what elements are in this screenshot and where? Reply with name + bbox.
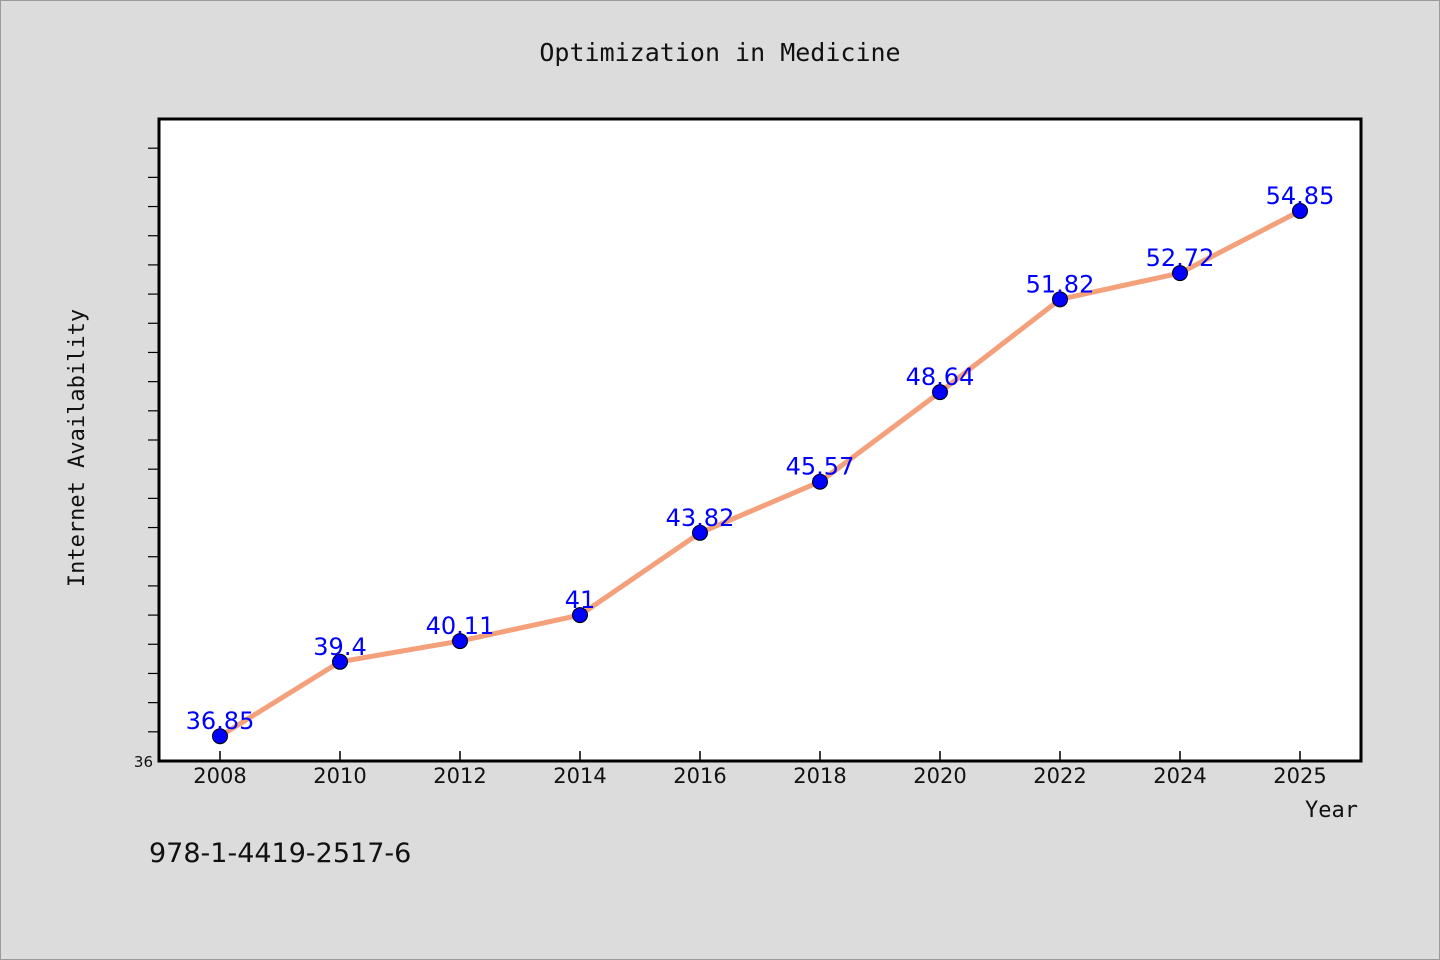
- x-tick-label: 2022: [1033, 764, 1086, 788]
- data-point: [1172, 265, 1188, 282]
- plot-area: [157, 117, 1363, 763]
- data-label: 52.72: [1146, 244, 1215, 272]
- data-label: 54.85: [1266, 182, 1335, 210]
- data-label: 36.85: [186, 707, 255, 735]
- data-label: 41: [565, 586, 596, 614]
- data-point: [692, 524, 708, 541]
- data-label: 43.82: [666, 504, 735, 532]
- x-tick-label: 2014: [553, 764, 606, 788]
- x-tick-label: 2008: [193, 764, 246, 788]
- data-label: 48.64: [906, 363, 975, 391]
- data-point: [452, 633, 468, 650]
- x-axis-label: Year: [1305, 798, 1358, 823]
- x-tick-label: 2025: [1273, 764, 1326, 788]
- series-line: [218, 208, 1302, 739]
- y-axis-ticks: 36: [134, 147, 159, 771]
- data-label: 39.4: [313, 633, 366, 661]
- data-label: 51.82: [1026, 270, 1095, 298]
- data-point: [1292, 202, 1308, 219]
- data-point: [812, 473, 828, 490]
- x-tick-label: 2016: [673, 764, 726, 788]
- data-point: [1052, 291, 1068, 308]
- data-label: 40.11: [426, 612, 495, 640]
- data-point: [572, 607, 588, 624]
- x-axis-ticks: 2008 2010 2012 2014 2016 2018 2020 2022 2024 2025: [193, 751, 1327, 788]
- data-point: [212, 728, 228, 745]
- x-tick-label: 2018: [793, 764, 846, 788]
- x-tick-label: 2012: [433, 764, 486, 788]
- data-point: [932, 384, 948, 401]
- series-layer: 36.85 39.4 40.11 41 43.82 45.57 48.64 51.82 52.7…: [186, 182, 1335, 745]
- x-tick-label: 2020: [913, 764, 966, 788]
- isbn-text: 978-1-4419-2517-6: [149, 838, 411, 869]
- data-label: 45.57: [786, 453, 855, 481]
- y-tick-label: 36: [134, 753, 153, 771]
- x-tick-label: 2024: [1153, 764, 1206, 788]
- data-point: [332, 653, 348, 670]
- y-axis-label: Internet Availability: [65, 309, 90, 587]
- chart-title: Optimization in Medicine: [539, 38, 900, 67]
- x-tick-label: 2010: [313, 764, 366, 788]
